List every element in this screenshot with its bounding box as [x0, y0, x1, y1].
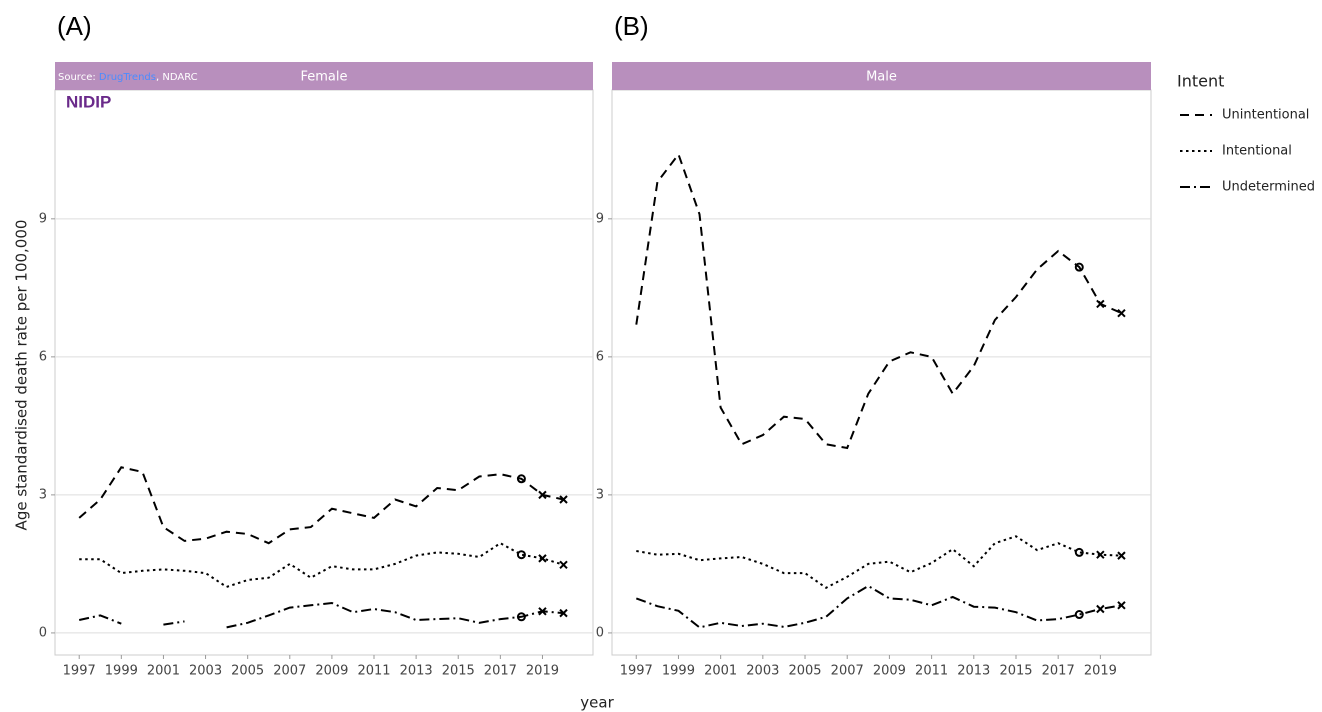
x-tick-label: 2011: [357, 664, 390, 679]
marker-circle: [516, 612, 526, 622]
point-marker: [538, 490, 547, 500]
x-tick-label: 2007: [831, 664, 864, 679]
x-tick-label: 2013: [400, 664, 433, 679]
point-marker: [538, 607, 547, 616]
legend-label: Unintentional: [1222, 108, 1309, 123]
point-marker: [516, 612, 526, 622]
x-tick-label: 1997: [63, 664, 96, 679]
panel-background: [611, 89, 1152, 656]
x-tick-label: 2001: [147, 664, 180, 679]
marker-cross: [538, 554, 547, 563]
point-marker: [1074, 262, 1084, 272]
x-tick-label: 2017: [484, 664, 517, 679]
x-tick-label: 2009: [315, 664, 348, 679]
y-tick-label: 0: [596, 625, 604, 640]
series-line: [79, 542, 564, 589]
marker-cross: [559, 495, 568, 504]
x-tick-label: 2005: [788, 664, 821, 679]
y-tick-label: 3: [596, 487, 604, 502]
y-tick-label: 6: [596, 349, 604, 364]
x-tick-label: 1999: [105, 664, 138, 679]
legend-label: Undetermined: [1222, 180, 1315, 195]
x-tick-label: 2013: [957, 664, 990, 679]
marker-cross: [538, 607, 547, 616]
point-marker: [1096, 299, 1105, 309]
strip: [55, 62, 593, 90]
series-line: [78, 466, 564, 545]
x-tick-label: 2019: [1084, 664, 1117, 679]
point-marker: [1074, 610, 1084, 620]
y-tick-label: 0: [39, 625, 47, 640]
x-tick-label: 2001: [704, 664, 737, 679]
point-marker: [516, 474, 526, 484]
y-tick-label: 3: [39, 487, 47, 502]
marker-circle: [516, 474, 526, 484]
panel-label: (A): [57, 11, 92, 41]
point-marker: [1074, 547, 1084, 557]
marker-circle: [1074, 547, 1084, 557]
marker-cross: [1096, 550, 1105, 559]
marker-cross: [559, 560, 568, 570]
x-tick-label: 2017: [1042, 664, 1075, 679]
source-link: DrugTrends: [99, 72, 156, 83]
source-suffix: , NDARC: [156, 72, 198, 83]
marker-cross: [538, 490, 547, 500]
x-tick-label: 2019: [526, 664, 559, 679]
panel-background: [54, 89, 594, 656]
strip-label: Male: [866, 70, 897, 85]
point-marker: [538, 554, 547, 563]
series-line: [635, 584, 1122, 629]
marker-cross: [1096, 299, 1105, 309]
strip: [612, 62, 1151, 90]
x-tick-label: 2015: [999, 664, 1032, 679]
point-marker: [516, 550, 526, 560]
marker-cross: [1117, 551, 1126, 560]
x-tick-label: 1997: [620, 664, 653, 679]
point-marker: [1096, 550, 1105, 559]
point-marker: [559, 495, 568, 504]
x-tick-label: 2011: [915, 664, 948, 679]
x-axis-label: year: [580, 694, 614, 712]
x-tick-label: 2003: [189, 664, 222, 679]
legend-label: Intentional: [1222, 144, 1292, 159]
point-marker: [1117, 551, 1126, 560]
marker-circle: [1074, 262, 1084, 272]
y-tick-label: 6: [39, 349, 47, 364]
source-note: Source: DrugTrends, NDARC: [58, 72, 198, 83]
logo: NIDIP: [66, 92, 111, 111]
point-marker: [1117, 308, 1126, 318]
marker-cross: [1117, 308, 1126, 318]
strip-label: Female: [300, 70, 347, 85]
x-tick-label: 2015: [442, 664, 475, 679]
y-axis-label: Age standardised death rate per 100,000: [13, 220, 31, 531]
series-line: [78, 601, 564, 629]
x-tick-label: 2009: [873, 664, 906, 679]
x-tick-label: 2005: [231, 664, 264, 679]
x-tick-label: 2003: [746, 664, 779, 679]
legend-title: Intent: [1177, 72, 1224, 91]
point-marker: [559, 560, 568, 570]
marker-circle: [1074, 610, 1084, 620]
marker-cross: [1096, 604, 1105, 614]
marker-circle: [516, 550, 526, 560]
source-prefix: Source:: [58, 72, 99, 83]
x-tick-label: 2007: [273, 664, 306, 679]
y-tick-label: 9: [596, 211, 604, 226]
panel-label: (B): [614, 11, 649, 41]
y-tick-label: 9: [39, 211, 47, 226]
point-marker: [1096, 604, 1105, 614]
point-marker: [1117, 601, 1126, 610]
series-line: [635, 152, 1122, 450]
marker-cross: [559, 608, 568, 618]
x-tick-label: 1999: [662, 664, 695, 679]
marker-cross: [1117, 601, 1126, 610]
point-marker: [559, 608, 568, 618]
